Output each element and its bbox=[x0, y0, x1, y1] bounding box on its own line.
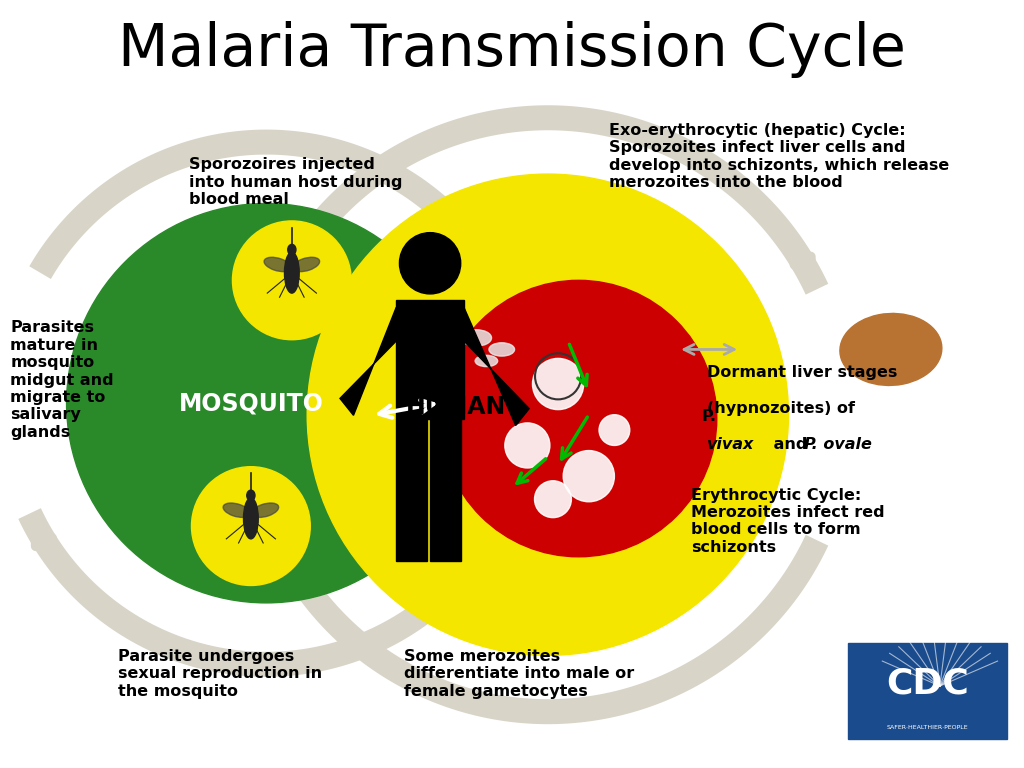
Ellipse shape bbox=[461, 329, 492, 346]
Ellipse shape bbox=[223, 503, 250, 518]
Text: P.: P. bbox=[701, 409, 717, 424]
Ellipse shape bbox=[599, 415, 630, 445]
Ellipse shape bbox=[288, 244, 296, 255]
Ellipse shape bbox=[285, 252, 299, 293]
Text: Exo-erythrocytic (hepatic) Cycle:
Sporozoites infect liver cells and
develop int: Exo-erythrocytic (hepatic) Cycle: Sporoz… bbox=[609, 123, 949, 190]
Ellipse shape bbox=[191, 467, 310, 585]
Ellipse shape bbox=[840, 313, 942, 386]
Text: HUMAN: HUMAN bbox=[406, 395, 506, 419]
Ellipse shape bbox=[232, 221, 351, 339]
Text: CDC: CDC bbox=[886, 666, 969, 700]
Ellipse shape bbox=[440, 280, 717, 557]
Text: Parasite undergoes
sexual reproduction in
the mosquito: Parasite undergoes sexual reproduction i… bbox=[118, 649, 322, 699]
Text: MOSQUITO: MOSQUITO bbox=[178, 391, 324, 415]
Text: Sporozoires injected
into human host during
blood meal: Sporozoires injected into human host dur… bbox=[189, 157, 402, 207]
FancyBboxPatch shape bbox=[848, 643, 1007, 739]
Polygon shape bbox=[464, 307, 529, 425]
Text: Parasites
mature in
mosquito
midgut and
migrate to
salivary
glands: Parasites mature in mosquito midgut and … bbox=[10, 320, 114, 440]
Ellipse shape bbox=[532, 359, 584, 409]
Text: and: and bbox=[768, 436, 813, 452]
Polygon shape bbox=[340, 307, 396, 415]
Text: Some merozoites
differentiate into male or
female gametocytes: Some merozoites differentiate into male … bbox=[404, 649, 635, 699]
Text: vivax: vivax bbox=[707, 436, 754, 452]
Ellipse shape bbox=[535, 481, 571, 518]
Ellipse shape bbox=[505, 423, 550, 468]
FancyBboxPatch shape bbox=[396, 419, 427, 561]
Ellipse shape bbox=[293, 257, 319, 272]
Ellipse shape bbox=[264, 257, 291, 272]
Text: Dormant liver stages: Dormant liver stages bbox=[707, 365, 897, 380]
Ellipse shape bbox=[307, 174, 788, 655]
Ellipse shape bbox=[247, 490, 255, 501]
Ellipse shape bbox=[399, 233, 461, 294]
Ellipse shape bbox=[475, 356, 498, 366]
Text: P. ovale: P. ovale bbox=[804, 436, 871, 452]
Text: Erythrocytic Cycle:
Merozoites infect red
blood cells to form
schizonts: Erythrocytic Cycle: Merozoites infect re… bbox=[691, 488, 885, 554]
Ellipse shape bbox=[563, 451, 614, 502]
FancyBboxPatch shape bbox=[396, 300, 464, 419]
FancyBboxPatch shape bbox=[430, 419, 461, 561]
Ellipse shape bbox=[489, 343, 514, 356]
Ellipse shape bbox=[244, 498, 258, 539]
Text: SAFER·HEALTHIER·PEOPLE: SAFER·HEALTHIER·PEOPLE bbox=[887, 725, 968, 730]
Text: Malaria Transmission Cycle: Malaria Transmission Cycle bbox=[118, 22, 906, 78]
Text: (hypnozoites) of: (hypnozoites) of bbox=[707, 401, 860, 415]
Ellipse shape bbox=[252, 503, 279, 518]
Ellipse shape bbox=[67, 204, 466, 603]
